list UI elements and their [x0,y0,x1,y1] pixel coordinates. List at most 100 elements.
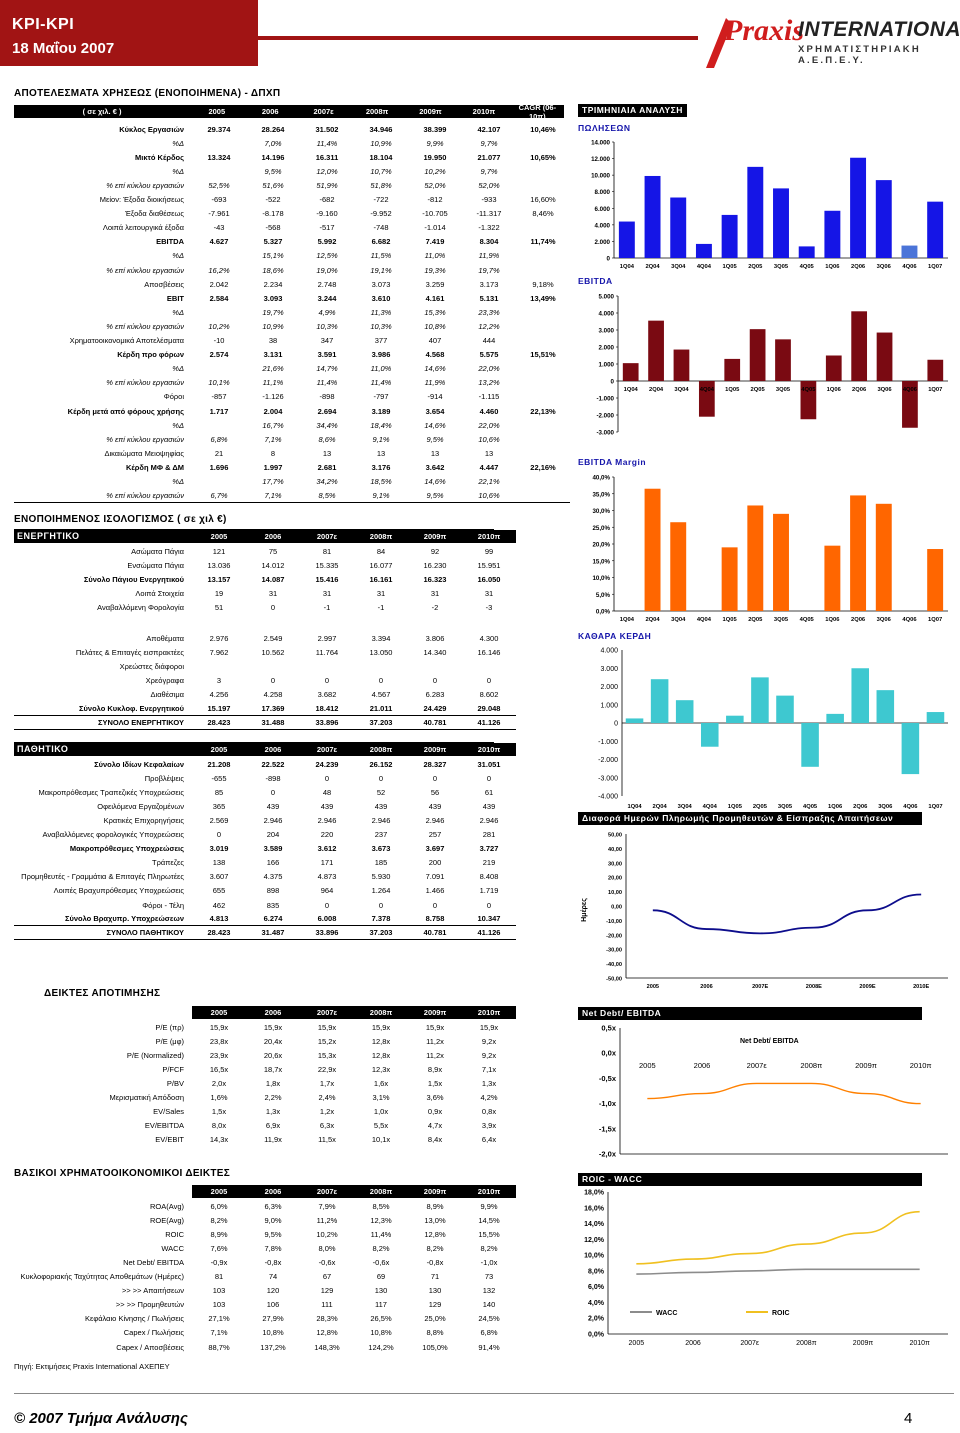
row-label: ROE(Avg) [149,1215,184,1225]
y-tick-label: 10,0% [592,575,610,582]
row-value: 31 [484,588,494,598]
row-value: 14.196 [261,152,285,162]
row-value: 10,6% [478,434,500,444]
y-tick-label: 30,0% [592,508,610,515]
row-value: 15,9x [371,1022,391,1032]
row-value: -898 [319,392,335,402]
row-value: 21 [214,448,224,458]
y-tick-label: 2.000 [599,345,615,352]
row-value: 8,0x [211,1121,227,1131]
logo-intl: INTERNATIONAL [798,18,960,41]
row-value: 16,5x [209,1064,229,1074]
row-value: -0,6x [318,1257,336,1267]
table-row: >> >> Απαιτήσεων 103 120 129 130 130 132 [14,1284,516,1298]
row-label: Φόροι [163,392,184,402]
row-label: Χρεόγραφα [145,675,184,685]
row-value: 377 [374,336,388,346]
header-cell-year: 2010π [477,745,501,754]
bar [700,723,719,747]
row-value: 18,4% [370,420,392,430]
row-value: 10,3% [370,321,392,331]
row-value: 3.591 [317,350,337,360]
row-value: 31 [268,588,278,598]
row-value: 22,13% [530,406,556,416]
row-value: 3.673 [371,844,391,854]
row-label: %Δ [172,477,184,487]
row-value: -1 [323,602,331,612]
row-value: 11,3% [370,307,392,317]
bar [650,679,669,723]
row-value: 61 [484,787,494,797]
x-tick-label: 2008E [806,984,822,990]
table-row: EV/Sales 1,5x 1,3x 1,2x 1,0x 0,9x 0,8x [14,1105,516,1119]
row-value: 111 [321,1300,333,1310]
bar [773,513,789,611]
row-value: 10,6% [478,490,500,500]
y-tick-label: 4,0% [588,1300,605,1307]
row-value: 439 [482,801,496,811]
row-value: 15,1% [262,251,284,261]
header-cell-year: 2007ε [316,1187,338,1196]
row-value: 8,0% [318,1243,336,1253]
row-value: 7,1% [210,1328,228,1338]
row-value: 2,4% [318,1093,336,1103]
chart-margin: 0,0% 5,0% 10,0% 15,0% 20,0% 25,0% 30,0% 35,0% 40… [592,475,948,623]
row-value: 655 [212,886,226,896]
row-value: 138 [212,858,226,868]
header-cell-year: 2007ε [313,107,334,116]
row-label: Μικτό Κέρδος [135,152,184,162]
row-value: 10,1% [208,378,230,388]
row-value: 11,1% [262,378,284,388]
page-number: 4 [904,1410,913,1427]
row-value: 3.259 [425,279,445,289]
row-value: -43 [213,223,225,233]
y-tick-label: 20,0% [592,542,610,549]
header-cell-year: 2009π [419,107,442,116]
row-value: 5.930 [371,872,391,882]
row-value: 17.369 [261,703,285,713]
y-tick-label: 0,0% [588,1332,605,1339]
x-tick-label: 1Q04 [620,617,635,623]
header-cell-year: 2006 [264,745,282,754]
row-value: 12,5% [316,251,338,261]
row-value: 3.806 [425,633,445,643]
header-cell-year: 2005 [210,745,228,754]
row-value: 81 [214,1272,224,1282]
row-value: 3.589 [263,844,283,854]
row-value: 166 [266,858,280,868]
row-value: 15.197 [207,703,231,713]
row-label: Αναβαλλόμενες φορολογικές Υποχρεώσεις [42,830,184,840]
row-value: 92 [430,546,440,556]
y-tick-label: -0,5x [599,1074,617,1083]
row-value: 12,8% [316,1328,338,1338]
row-label: P/E (μφ) [155,1036,184,1046]
row-value: 13.036 [207,560,231,570]
y-tick-label: -3.000 [596,430,614,437]
table-row: Σύνολο Ιδίων Κεφαλαίων 21.208 22.522 24.239… [14,757,516,771]
row-value: 9,2x [481,1050,497,1060]
header-cell-year: 2009π [423,532,447,541]
x-tick-label: 2006 [694,1061,711,1070]
row-value: 71 [430,1272,440,1282]
header-cell-year: 2006 [264,1008,282,1017]
x-tick-label: 1Q05 [723,617,738,623]
table-row: % επί κύκλου εργασιών 6,7% 7,1% 8,5% 9,1% 9,5… [14,489,570,503]
row-value: 6,7% [210,490,228,500]
chart-sales-subtitle: ΠΩΛΗΣΕΩΝ [578,123,631,133]
row-value: 439 [374,801,388,811]
row-label: Λοιπά λειτουργικά έξοδα [102,223,184,233]
row-value: 1.264 [371,886,391,896]
row-label: Έξοδα διαθέσεως [125,209,184,219]
row-value: 204 [266,830,280,840]
row-value: 10,2% [316,1229,338,1239]
x-tick-label: 2Q06 [852,387,867,393]
row-value: 51,6% [262,180,284,190]
row-value: 2.681 [317,462,337,472]
table-row: Μακροπρόθεσμες Υποχρεώσεις 3.019 3.589 3.61… [14,842,516,856]
row-value: 4,7x [427,1121,443,1131]
row-value: 15,3x [317,1050,337,1060]
row-label: %Δ [172,166,184,176]
x-tick-label: 1Q07 [928,264,942,270]
table-row: %Δ 19,7% 4,9% 11,3% 15,3% 23,3% [14,305,570,319]
y-tick-label: 6,0% [588,1284,605,1291]
